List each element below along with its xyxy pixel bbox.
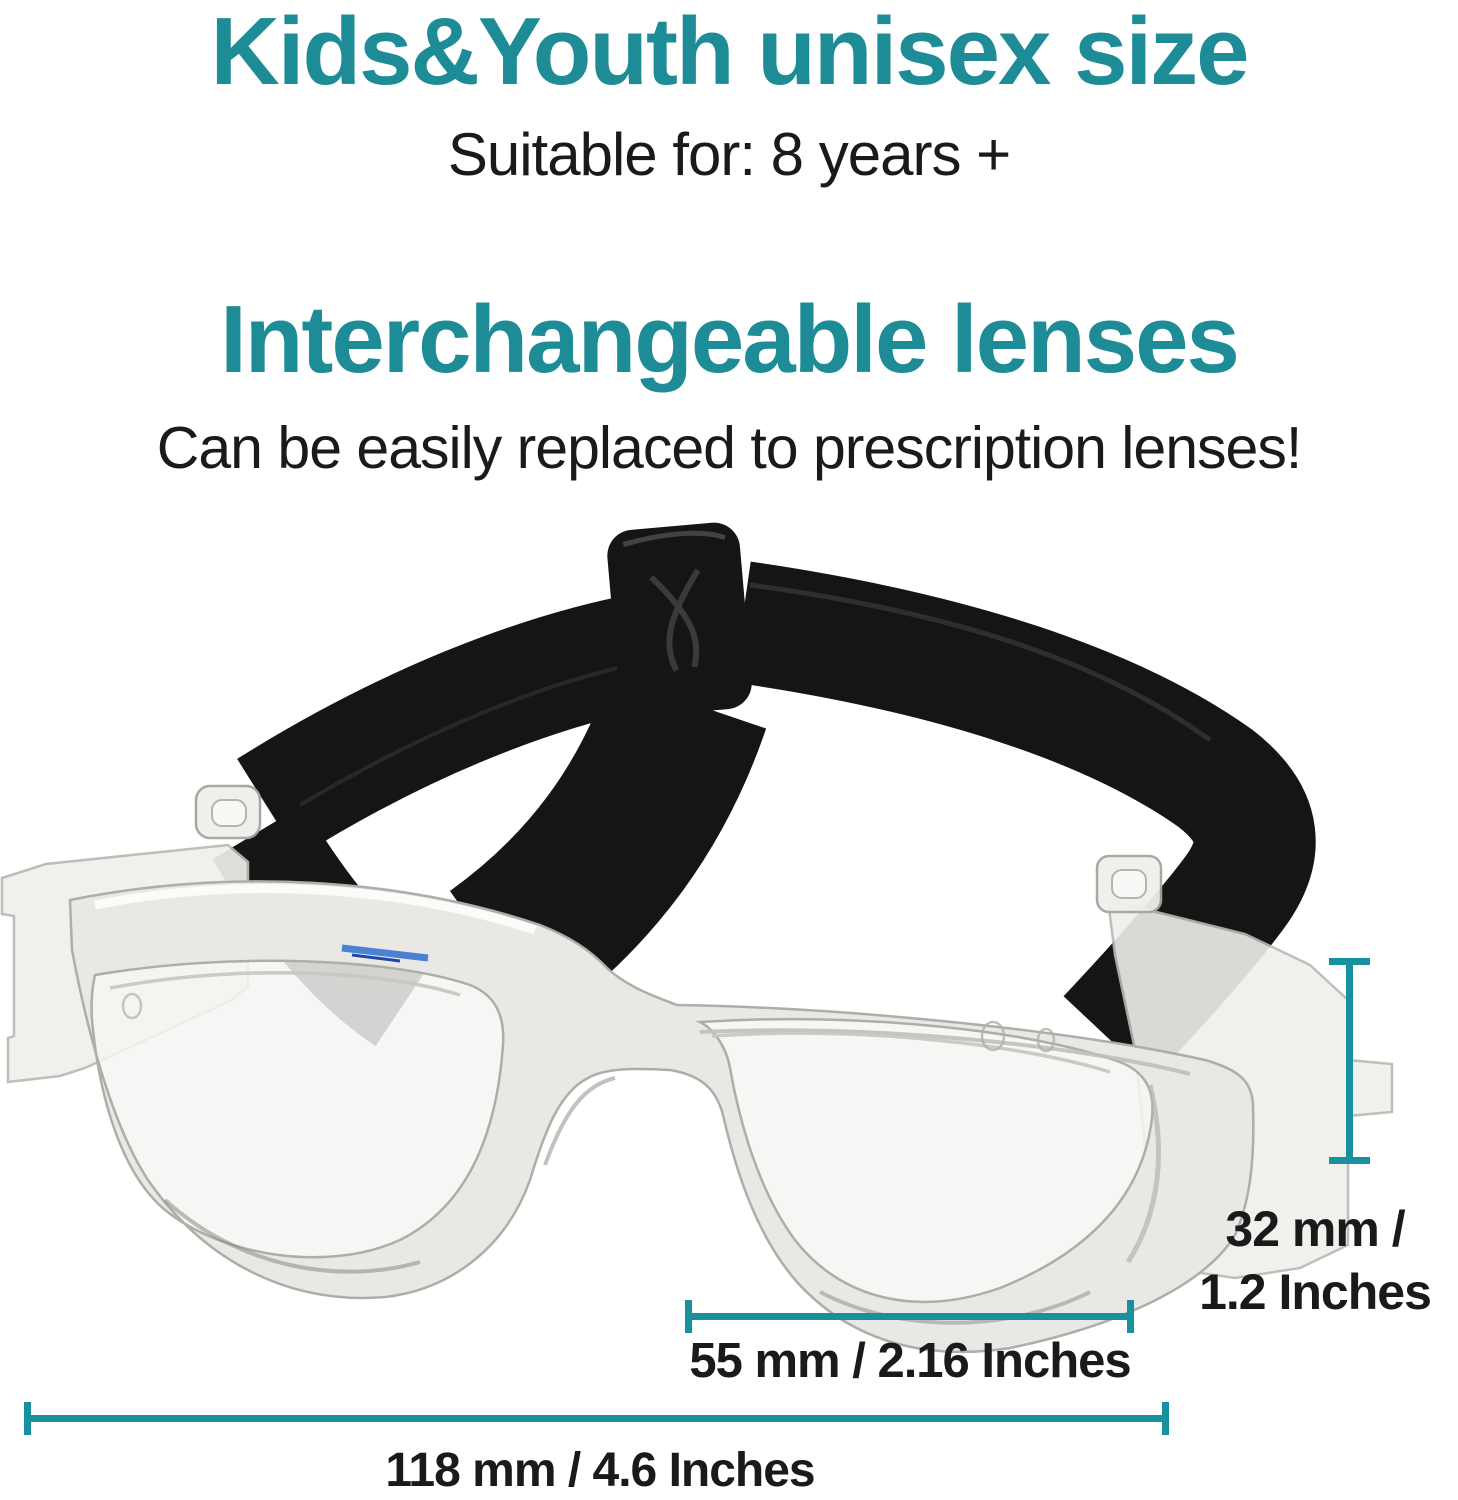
lenses-heading: Interchangeable lenses [220, 286, 1240, 393]
frame-width-measure-line [24, 1415, 1169, 1422]
buckle-slot [649, 575, 700, 668]
strap-left-band [237, 590, 670, 858]
frame-width-measure-cap-right [1162, 1402, 1169, 1435]
lens-height-label: 32 mm / 1.2 Inches [1172, 1198, 1458, 1324]
molding-mark [980, 1020, 1006, 1052]
frame-width-measure-cap-left [24, 1402, 31, 1435]
lens-height-measure-line [1346, 958, 1353, 1164]
logo-mark [341, 944, 429, 962]
rim-double-wall [1125, 1084, 1162, 1264]
brow-highlight [94, 884, 537, 935]
rim-echo-left [109, 971, 461, 997]
molding-mark [1036, 1027, 1056, 1053]
frame-width-label: 118 mm / 4.6 Inches [385, 1444, 815, 1497]
shadow-left-lens [163, 1198, 421, 1274]
brow-line-right [699, 1028, 1191, 1076]
strap-clips [194, 784, 1163, 914]
strap-sheen [298, 663, 631, 807]
lens-height-measure-cap-bottom [1329, 1157, 1370, 1164]
lens-height-measure-cap-top [1329, 958, 1370, 965]
lenses-subtitle: Can be easily replaced to prescription l… [156, 415, 1303, 481]
lens-width-measure-cap-left [685, 1300, 692, 1333]
lens-width-label: 55 mm / 2.16 Inches [689, 1334, 1131, 1388]
goggles-photo [0, 522, 1394, 1354]
lens-width-measure-cap-right [1127, 1300, 1134, 1333]
lens-right [700, 1019, 1153, 1302]
buckle-slot [666, 568, 701, 672]
strap-clip-right-slot [1111, 869, 1147, 899]
strap-clip-left-slot [211, 799, 247, 827]
molding-mark [121, 992, 143, 1020]
buckle-highlight [622, 530, 726, 547]
shadow-right-lens [819, 1290, 1091, 1325]
size-subtitle: Suitable for: 8 years + [447, 121, 1011, 188]
lens-height-label-line2: 1.2 Inches [1199, 1264, 1432, 1320]
size-heading: Kids&Youth unisex size [210, 0, 1249, 105]
lens-width-measure-line [685, 1313, 1134, 1320]
logo-mark-dark [351, 953, 401, 963]
strap-buckle [607, 522, 752, 717]
frame-details [94, 884, 1191, 1325]
nose-arch-shadow [543, 1076, 616, 1166]
goggles-frame [68, 880, 1255, 1354]
rim-echo-right [711, 1031, 1111, 1074]
lens-left [91, 960, 504, 1258]
buckle-body [607, 522, 752, 717]
lenses [91, 960, 1153, 1302]
strap-sheen [749, 582, 1212, 743]
lens-height-label-line1: 32 mm / [1225, 1201, 1405, 1257]
